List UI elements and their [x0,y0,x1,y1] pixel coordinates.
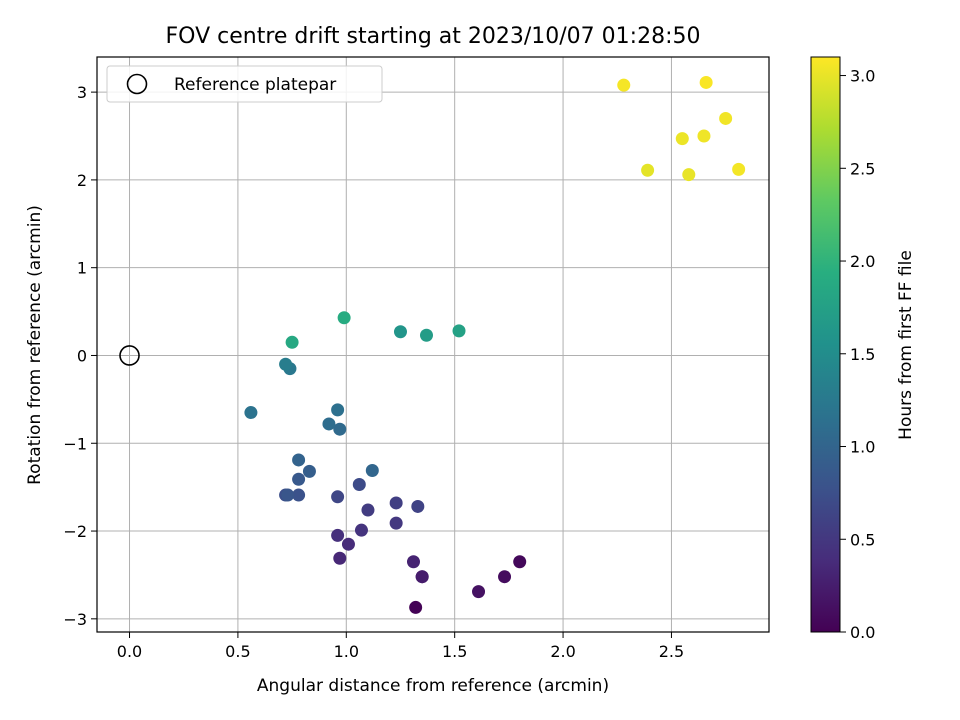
data-point [322,417,336,431]
data-point [365,463,379,477]
legend-entry-reference-platepar: Reference platepar [174,75,336,95]
x-tick-label: 1.5 [442,642,467,661]
data-point [719,111,733,125]
x-tick-label: 2.5 [659,642,684,661]
data-point [409,600,423,614]
data-point [354,523,368,537]
colorbar-ticks: 0.0 0.5 1.0 1.5 2.0 2.5 3.0 [840,67,875,642]
colorbar-tick-label: 3.0 [850,67,875,86]
data-point [411,499,425,513]
x-tick-label: 2.0 [550,642,575,661]
data-point [617,78,631,92]
x-axis-label: Angular distance from reference (arcmin) [257,676,609,696]
data-point [285,335,299,349]
x-axis-ticks: 0.0 0.5 1.0 1.5 2.0 2.5 [117,632,684,661]
colorbar-gradient [810,56,841,633]
data-point [406,555,420,569]
x-tick-label: 0.5 [225,642,250,661]
data-point [675,132,689,146]
data-point [361,503,375,517]
legend: Reference platepar [106,65,383,103]
data-point [389,516,403,530]
colorbar-tick-label: 0.0 [850,623,875,642]
data-point [331,403,345,417]
legend-box [106,65,383,103]
data-point [498,570,512,584]
data-point [292,488,306,502]
legend-marker [126,73,148,95]
data-point [699,75,713,89]
data-point [302,464,316,478]
colorbar-tick-label: 1.5 [850,345,875,364]
chart-title: FOV centre drift starting at 2023/10/07 … [166,24,701,49]
reference-platepar-marker [119,345,140,366]
data-point [292,453,306,467]
y-axis-label: Rotation from reference (arcmin) [25,205,45,485]
data-point [292,472,306,486]
data-point [341,537,355,551]
data-point [472,585,486,599]
colorbar-tick-label: 0.5 [850,530,875,549]
data-point [641,163,655,177]
x-tick-label: 0.0 [117,642,142,661]
y-tick-label: 2 [77,171,87,190]
data-point [419,328,433,342]
data-point [281,488,295,502]
colorbar: 0.0 0.5 1.0 1.5 2.0 2.5 3.0 Hours from first F… [810,56,916,642]
plot-background [97,57,769,632]
data-point [333,422,347,436]
plot-area: 0.0 0.5 1.0 1.5 2.0 2.5 −3 −2 −1 0 1 2 3 [63,56,770,661]
colorbar-label: Hours from first FF file [896,250,916,440]
data-point [333,551,347,565]
colorbar-tick-label: 2.5 [850,159,875,178]
data-point [244,406,258,420]
y-tick-label: −2 [63,522,87,541]
data-point [337,311,351,325]
data-point [331,490,345,504]
data-point [393,325,407,339]
y-tick-label: 1 [77,259,87,278]
plot-frame [96,56,770,633]
grid-lines [97,57,769,632]
y-tick-label: 3 [77,83,87,102]
x-tick-label: 1.0 [334,642,359,661]
colorbar-tick-label: 2.0 [850,252,875,271]
data-point [279,357,293,371]
data-point [513,555,527,569]
data-point [415,570,429,584]
data-point [697,129,711,143]
data-points [244,75,746,614]
y-tick-label: 0 [77,346,87,365]
data-point [331,528,345,542]
data-point [352,478,366,492]
y-axis-ticks: −3 −2 −1 0 1 2 3 [63,83,97,629]
y-tick-label: −3 [63,610,87,629]
y-tick-label: −1 [63,434,87,453]
data-point [452,324,466,338]
data-point [732,162,746,176]
data-point [389,496,403,510]
colorbar-tick-label: 1.0 [850,438,875,457]
data-point [682,168,696,182]
